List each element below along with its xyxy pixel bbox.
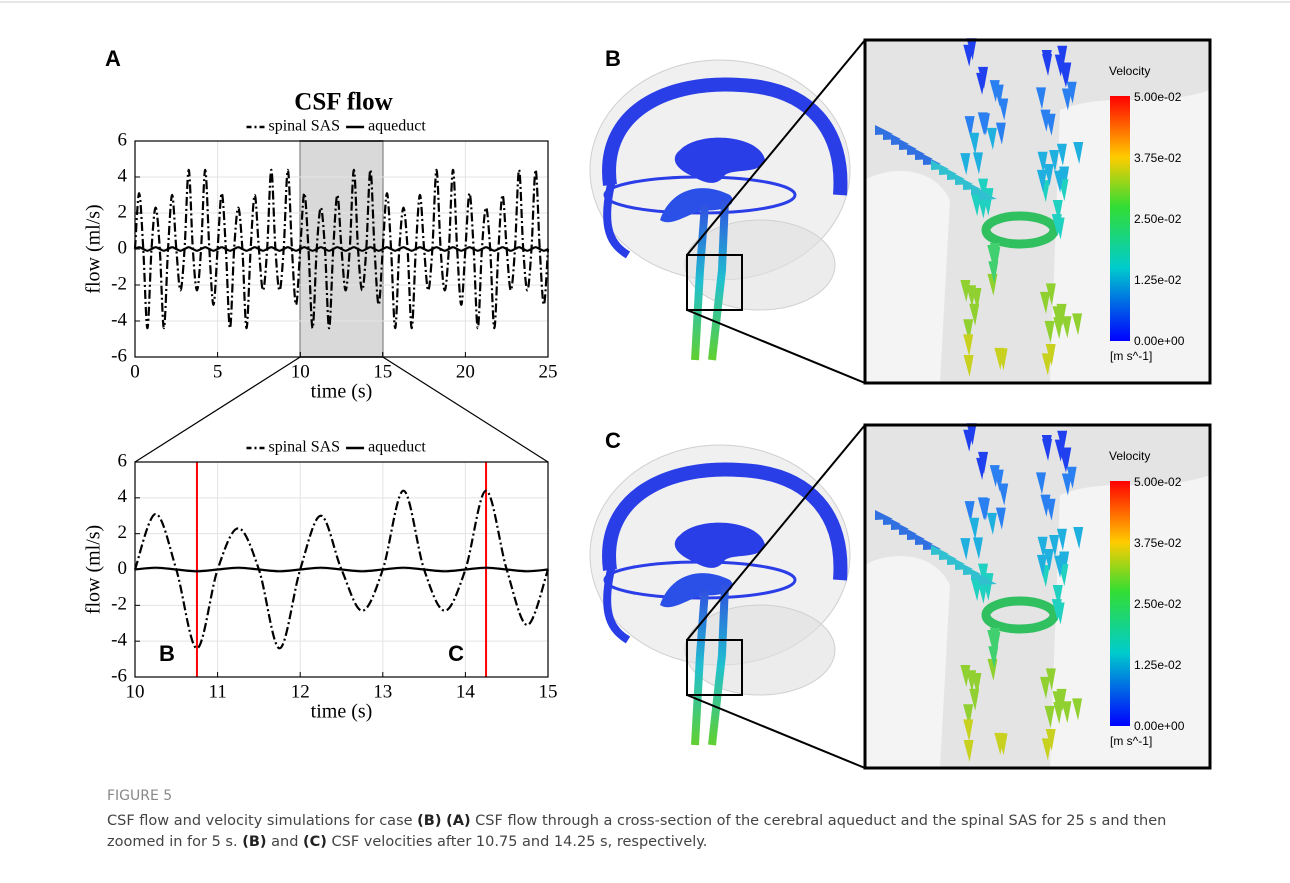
y-tick-label: 4 [118,165,128,186]
caption-segment: (B) [417,813,441,829]
simulation-panel: Velocity 5.00e-02 3.75e-02 2.50e-02 1.25e-02… [590,38,1210,383]
x-tick-label: 14 [456,681,476,702]
caption-segment: zoomed in for 5 s. [107,834,242,850]
caption-label: FIGURE 5 [107,786,1257,807]
x-axis-label: time (s) [311,381,373,403]
caption-segment: (B) [242,834,266,850]
colorbar-label: 1.25e-02 [1134,273,1182,287]
panel-label: C [605,428,621,453]
caption-segment: CSF velocities after 10.75 and 14.25 s, … [327,834,707,850]
legend-label: aqueduct [368,439,426,456]
caption: FIGURE 5 CSF flow and velocity simulatio… [107,786,1257,853]
caption-line: CSF flow and velocity simulations for ca… [107,811,1257,832]
colorbar [1110,481,1130,726]
x-tick-label: 15 [373,361,392,382]
y-axis-label: flow (ml/s) [83,204,105,293]
y-tick-label: -2 [111,594,127,615]
colorbar-title: Velocity [1109,449,1150,463]
colorbar-unit: [m s^-1] [1110,349,1152,363]
caption-line: zoomed in for 5 s. (B) and (C) CSF veloc… [107,832,1257,853]
y-tick-label: 4 [118,486,128,507]
colorbar-label: 5.00e-02 [1134,475,1182,489]
y-tick-label: -4 [111,630,127,651]
caption-segment: CSF flow through a cross-section of the … [471,813,1167,829]
y-tick-label: 2 [118,522,128,543]
x-tick-label: 12 [291,681,310,702]
figure: A B C Velocity 5.00e-02 3.75e-02 2.50e-02 1.… [0,0,1290,780]
caption-segment: (A) [446,813,470,829]
legend-label: spinal SAS [269,439,341,456]
cerebellum-surface [685,220,835,310]
legend-label: aqueduct [368,118,426,135]
x-tick-label: 10 [126,681,145,702]
colorbar-label: 1.25e-02 [1134,658,1182,672]
panel-label: A [105,46,121,71]
colorbar [1110,96,1130,341]
x-tick-label: 11 [208,681,226,702]
legend-label: spinal SAS [269,118,341,135]
y-tick-label: -4 [111,309,127,330]
caption-segment: and [267,834,304,850]
x-tick-label: 13 [373,681,392,702]
x-tick-label: 10 [291,361,310,382]
x-tick-label: 25 [539,361,558,382]
colorbar-label: 5.00e-02 [1134,90,1182,104]
chart-title: CSF flow [294,89,392,116]
colorbar-label: 0.00e+00 [1134,334,1185,348]
x-tick-label: 15 [539,681,558,702]
y-tick-label: 2 [118,201,128,222]
simulation-panel: Velocity 5.00e-02 3.75e-02 2.50e-02 1.25e-02… [590,423,1210,768]
y-tick-label: 0 [118,237,128,258]
y-tick-label: -6 [111,345,127,366]
x-tick-label: 0 [130,361,140,382]
figure-page: A B C Velocity 5.00e-02 3.75e-02 2.50e-02 1.… [0,0,1290,883]
colorbar-label: 3.75e-02 [1134,536,1182,550]
simulation-images: Velocity 5.00e-02 3.75e-02 2.50e-02 1.25e-02… [590,38,1210,768]
colorbar-label: 2.50e-02 [1134,597,1182,611]
caption-text: CSF flow and velocity simulations for ca… [107,811,1257,853]
marker-label: C [448,641,464,666]
colorbar-label: 2.50e-02 [1134,212,1182,226]
x-axis-label: time (s) [311,701,373,723]
colorbar-label: 3.75e-02 [1134,151,1182,165]
colorbar-title: Velocity [1109,64,1150,78]
colorbar-unit: [m s^-1] [1110,734,1152,748]
y-tick-label: 6 [118,450,128,471]
x-tick-label: 20 [456,361,475,382]
y-tick-label: 0 [118,558,128,579]
y-tick-label: 6 [118,129,128,150]
caption-segment: (C) [303,834,327,850]
y-axis-label: flow (ml/s) [83,525,105,614]
cerebellum-surface [685,605,835,695]
x-tick-label: 5 [213,361,223,382]
colorbar-label: 0.00e+00 [1134,719,1185,733]
caption-segment: CSF flow and velocity simulations for ca… [107,813,417,829]
y-tick-label: -2 [111,273,127,294]
panel-label: B [605,46,621,71]
marker-label: B [159,641,175,666]
